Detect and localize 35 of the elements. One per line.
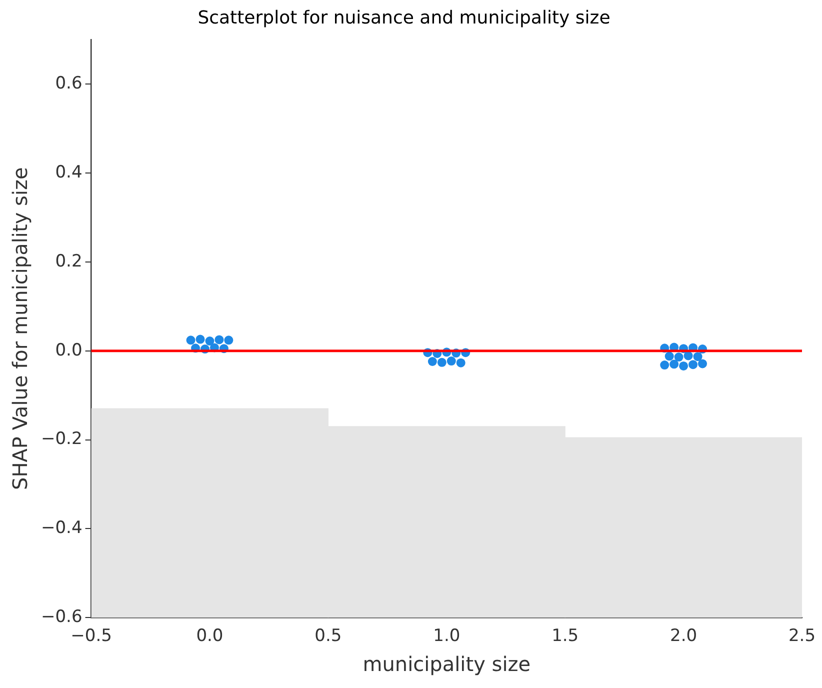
x-tick-label: 2.5 [788,626,816,646]
x-tick-label: 2.0 [670,626,698,646]
point [664,352,674,361]
point [684,351,693,360]
point [428,357,437,366]
point [224,336,234,345]
x-tick-label: 1.5 [552,626,579,646]
point [688,360,698,370]
x-tick-label: 1.0 [433,626,460,646]
point [670,360,679,369]
x-axis-title: municipality size [362,652,531,676]
point [679,361,688,370]
y-tick-label: 0.6 [55,73,82,94]
point [693,352,702,362]
y-axis-title: SHAP Value for municipality size [8,167,32,490]
point [674,352,684,362]
point [205,336,214,346]
x-tick-label: 0.5 [314,626,342,646]
y-tick-label: 0.2 [55,251,82,272]
y-tick-label: −0.4 [41,518,82,538]
x-tick-label: −0.5 [70,626,112,646]
point [456,358,466,368]
point [437,358,446,367]
y-tick-label: −0.6 [41,607,82,628]
point [214,335,224,344]
point [660,360,670,370]
chart-title: Scatterplot for nuisance and municipality size [198,7,610,28]
y-tick-label: −0.2 [41,429,82,450]
point [186,336,196,345]
y-tick-label: 0.4 [55,162,82,182]
point [196,334,205,344]
x-tick-label: 0.0 [196,626,224,646]
point [698,359,707,368]
y-tick-label: 0.0 [55,340,82,360]
point [446,356,456,366]
